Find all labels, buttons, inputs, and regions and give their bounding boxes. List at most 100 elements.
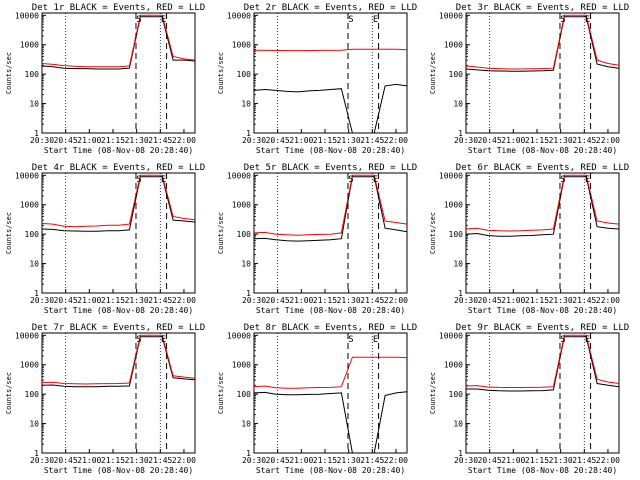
y-tick-label: 10: [241, 420, 251, 429]
y-axis-label: Counts/sec: [217, 52, 225, 94]
y-tick-label: 10000: [227, 331, 251, 340]
chart-panel-4: Det 4r BLACK = Events, RED = LLD Counts/s…: [5, 163, 205, 315]
y-axis-label: Counts/sec: [429, 212, 437, 254]
plot-frame: [465, 332, 620, 454]
y-tick-label: 100: [237, 230, 252, 239]
y-tick-label: 100: [25, 70, 40, 79]
end-marker-label: E: [373, 175, 378, 185]
y-tick-label: 1000: [444, 201, 463, 210]
plot-frame: [41, 332, 196, 454]
y-axis-label: Counts/sec: [217, 372, 225, 414]
x-tick-label: 22:00: [384, 136, 408, 145]
x-tick-label: 21:45: [572, 136, 596, 145]
y-tick-label: 100: [25, 390, 40, 399]
x-tick-label: 21:30: [337, 136, 361, 145]
start-marker-label: S: [560, 335, 565, 345]
y-tick-label: 1: [34, 289, 39, 298]
chart-title: Det 9r BLACK = Events, RED = LLD: [456, 323, 629, 333]
y-axis-label: Counts/sec: [5, 372, 13, 414]
x-tick-label: 20:30: [242, 296, 266, 305]
lld-series: [465, 14, 620, 70]
x-tick-label: 20:30: [242, 136, 266, 145]
x-axis-label: Start Time (08-Nov-08 20:28:40): [468, 146, 617, 155]
chart-title: Det 4r BLACK = Events, RED = LLD: [32, 163, 205, 173]
x-tick-label: 21:15: [525, 456, 549, 465]
x-tick-label: 20:45: [266, 456, 290, 465]
y-tick-label: 1: [246, 289, 251, 298]
x-tick-label: 22:00: [172, 136, 196, 145]
start-marker-label: S: [560, 175, 565, 185]
chart-panel-2: Det 2r BLACK = Events, RED = LLD Counts/s…: [217, 3, 417, 155]
chart-title: Det 1r BLACK = Events, RED = LLD: [32, 3, 205, 13]
x-tick-label: 20:30: [454, 136, 478, 145]
y-tick-label: 1000: [20, 41, 39, 50]
x-tick-label: 20:45: [478, 296, 502, 305]
x-tick-label: 21:15: [101, 456, 125, 465]
x-tick-label: 21:15: [525, 296, 549, 305]
x-tick-label: 21:00: [289, 456, 313, 465]
end-marker-label: E: [585, 15, 590, 25]
end-marker-label: E: [161, 175, 166, 185]
events-series: [253, 391, 408, 454]
plot-frame: [465, 172, 620, 294]
x-tick-label: 21:30: [549, 456, 573, 465]
x-axis-label: Start Time (08-Nov-08 20:28:40): [256, 146, 405, 155]
plot-frame: [253, 12, 408, 134]
x-tick-label: 21:30: [549, 296, 573, 305]
x-axis-label: Start Time (08-Nov-08 20:28:40): [468, 306, 617, 315]
lld-series: [465, 174, 620, 232]
x-tick-label: 20:45: [266, 136, 290, 145]
start-marker-label: S: [136, 15, 141, 25]
y-tick-label: 1: [246, 129, 251, 138]
y-axis-label: Counts/sec: [429, 52, 437, 94]
x-tick-label: 20:45: [478, 456, 502, 465]
chart-title: Det 8r BLACK = Events, RED = LLD: [244, 323, 417, 333]
y-tick-label: 1: [458, 129, 463, 138]
lld-series: [41, 174, 196, 228]
chart-panel-6: Det 6r BLACK = Events, RED = LLD Counts/s…: [429, 163, 629, 315]
x-tick-label: 21:15: [313, 456, 337, 465]
end-marker-label: E: [373, 335, 378, 345]
chart-panel-7: Det 7r BLACK = Events, RED = LLD Counts/s…: [5, 323, 205, 475]
x-tick-label: 20:45: [478, 136, 502, 145]
y-tick-label: 1: [34, 129, 39, 138]
y-tick-label: 10000: [15, 171, 39, 180]
lld-series: [253, 174, 408, 236]
x-tick-label: 21:00: [77, 136, 101, 145]
x-tick-label: 21:00: [77, 456, 101, 465]
lld-series: [41, 14, 196, 68]
end-marker-label: E: [161, 15, 166, 25]
events-series: [41, 336, 196, 388]
lld-series: [253, 356, 408, 389]
x-tick-label: 21:30: [125, 136, 149, 145]
x-tick-label: 21:45: [148, 136, 172, 145]
y-tick-label: 100: [449, 390, 464, 399]
end-marker-label: E: [161, 335, 166, 345]
start-marker-label: S: [348, 335, 353, 345]
x-tick-label: 21:45: [360, 296, 384, 305]
x-tick-label: 20:30: [30, 136, 54, 145]
y-axis-label: Counts/sec: [429, 372, 437, 414]
y-tick-label: 1000: [20, 201, 39, 210]
x-axis-label: Start Time (08-Nov-08 20:28:40): [468, 466, 617, 475]
x-tick-label: 22:00: [172, 456, 196, 465]
x-tick-label: 21:00: [501, 456, 525, 465]
x-tick-label: 21:15: [101, 296, 125, 305]
x-tick-label: 21:15: [101, 136, 125, 145]
x-tick-label: 20:30: [242, 456, 266, 465]
start-marker-label: S: [560, 15, 565, 25]
chart-title: Det 3r BLACK = Events, RED = LLD: [456, 3, 629, 13]
x-tick-label: 22:00: [172, 296, 196, 305]
x-tick-label: 20:30: [30, 296, 54, 305]
lld-series: [465, 334, 620, 388]
x-tick-label: 21:45: [572, 296, 596, 305]
plot-frame: [41, 12, 196, 134]
y-tick-label: 10000: [15, 11, 39, 20]
y-axis-label: Counts/sec: [5, 52, 13, 94]
y-tick-label: 1000: [20, 361, 39, 370]
x-tick-label: 21:45: [148, 456, 172, 465]
y-tick-label: 1: [34, 449, 39, 458]
x-tick-label: 22:00: [596, 136, 620, 145]
x-axis-label: Start Time (08-Nov-08 20:28:40): [256, 466, 405, 475]
